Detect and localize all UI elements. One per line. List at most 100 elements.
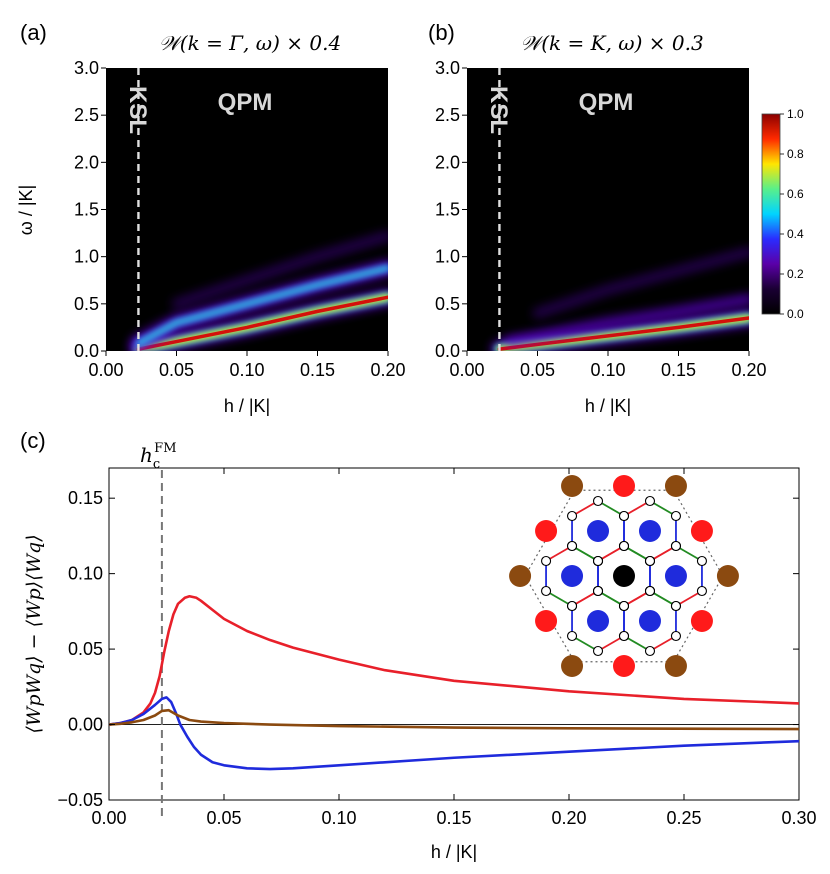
panel-c-plot-area: [108, 467, 800, 801]
lattice-site: [618, 510, 630, 522]
x-tick-label: 0.00: [449, 360, 484, 380]
lattice-site: [566, 510, 578, 522]
lattice-site: [644, 555, 656, 567]
lattice-site: [696, 555, 707, 567]
panel-b-title: 𝒲(k = K, ω) × 0.3: [520, 31, 703, 55]
panel-b-heatmap: (b) 𝒲(k = K, ω) × 0.3 KSL QPM 0.00 0.05 0.…: [428, 20, 767, 416]
series-brown: [109, 708, 799, 731]
band-core-lower: [497, 316, 749, 351]
x-tick-label: 0.25: [666, 808, 701, 828]
y-tick-label: 3.0: [74, 58, 99, 78]
x-tick-label: 0.30: [781, 808, 816, 828]
plaquette-dot: [509, 565, 532, 587]
plaquette-dot: [664, 565, 687, 587]
lattice-site: [644, 645, 656, 657]
plaquette-dot: [613, 655, 635, 677]
colorbar-tick-label: 1.0: [787, 107, 804, 121]
panel-c-series: [109, 594, 799, 771]
hc-main: h: [140, 443, 153, 467]
x-tick-label: 0.05: [520, 360, 555, 380]
lattice-site: [618, 540, 630, 552]
lattice-site: [670, 630, 682, 642]
plaquette-dot: [613, 475, 635, 497]
lattice-site: [696, 585, 707, 597]
y-tick-label: 0.0: [435, 341, 460, 361]
lattice-site: [541, 585, 552, 597]
y-tick-label: 3.0: [435, 58, 460, 78]
panel-c-hc-label: hcFM: [140, 441, 177, 472]
y-tick-label: 2.0: [435, 152, 460, 172]
y-tick-label: −0.05: [57, 790, 103, 810]
x-tick-label: 0.15: [300, 360, 335, 380]
y-tick-label: 0.00: [68, 715, 103, 735]
x-tick-label: 0.20: [370, 360, 405, 380]
colorbar-tick-label: 0.8: [787, 147, 804, 161]
colorbar: 0.0 0.2 0.4 0.6 0.8 1.0: [761, 107, 804, 321]
colorbar-tick-label: 0.6: [787, 187, 804, 201]
band-core-upper: [136, 266, 388, 345]
y-tick-label: 1.5: [435, 200, 460, 220]
y-tick-label: 2.5: [74, 105, 99, 125]
y-tick-label: 0.10: [68, 564, 103, 584]
lattice-site: [670, 600, 682, 612]
panel-c-y-axis: −0.05 0.00 0.05 0.10 0.15: [57, 488, 799, 810]
series-red: [109, 594, 799, 726]
panel-c-ylabel: ⟨WpWq⟩ − ⟨Wp⟩⟨Wq⟩: [23, 534, 45, 733]
panel-a-qpm-label: QPM: [218, 89, 273, 116]
lattice-site: [644, 585, 656, 597]
panel-b-bands: [491, 246, 749, 351]
series-blue: [109, 696, 799, 771]
hc-sup: FM: [154, 441, 176, 456]
plaquette-dot: [561, 475, 584, 497]
x-tick-label: 0.15: [436, 808, 471, 828]
plaquette-dot: [716, 565, 739, 587]
panel-a-ylabel: ω / |K|: [16, 185, 36, 235]
y-tick-label: 0.15: [68, 488, 103, 508]
colorbar-tick-label: 0.2: [787, 267, 804, 281]
y-tick-label: 1.0: [435, 247, 460, 267]
y-tick-label: 2.5: [435, 105, 460, 125]
x-tick-label: 0.05: [206, 808, 241, 828]
panel-c-xlabel: h / |K|: [431, 842, 477, 862]
y-tick-label: 0.05: [68, 639, 103, 659]
plaquette-dot: [587, 610, 610, 632]
panel-c-label: (c): [20, 428, 46, 453]
band-glow-faint: [532, 246, 749, 319]
panel-a-heatmap: (a) 𝒲(k = Γ, ω) × 0.4 KSL QPM 0.00 0.05 0.…: [16, 20, 406, 416]
y-tick-label: 0.5: [74, 294, 99, 314]
lattice-site: [618, 630, 630, 642]
panel-a-ksl-label: KSL: [124, 86, 151, 134]
plaquette-dot: [561, 565, 584, 587]
lattice-site: [670, 540, 682, 552]
panel-a-title: 𝒲(k = Γ, ω) × 0.4: [159, 31, 341, 55]
lattice-site: [566, 630, 578, 642]
hc-sub: c: [153, 457, 160, 472]
x-tick-label: 0.10: [590, 360, 625, 380]
x-tick-label: 0.20: [731, 360, 766, 380]
x-tick-label: 0.00: [88, 360, 123, 380]
panel-a-bands: [130, 230, 388, 351]
panel-a-label: (a): [20, 20, 47, 45]
colorbar-ticks: 0.0 0.2 0.4 0.6 0.8 1.0: [780, 107, 804, 321]
colorbar-gradient: [761, 113, 781, 315]
panel-b-y-axis: 0.0 0.5 1.0 1.5 2.0 2.5 3.0: [435, 58, 467, 361]
panel-a-y-axis: 0.0 0.5 1.0 1.5 2.0 2.5 3.0: [74, 58, 106, 361]
lattice-site: [592, 645, 604, 657]
colorbar-tick-label: 0.0: [787, 307, 804, 321]
y-tick-label: 2.0: [74, 152, 99, 172]
lattice-site: [592, 555, 604, 567]
y-tick-label: 1.5: [74, 200, 99, 220]
panel-b-label: (b): [428, 20, 455, 45]
lattice-site: [541, 555, 552, 567]
panel-a-x-axis: 0.00 0.05 0.10 0.15 0.20: [88, 351, 406, 380]
x-tick-label: 0.15: [661, 360, 696, 380]
x-tick-label: 0.10: [229, 360, 264, 380]
panel-b-qpm-label: QPM: [579, 89, 634, 116]
lattice-site: [670, 510, 682, 522]
plaquette-dot: [690, 520, 713, 542]
plaquette-dot: [664, 475, 687, 497]
plaquette-dot: [664, 655, 687, 677]
x-tick-label: 0.10: [321, 808, 356, 828]
y-tick-label: 0.0: [74, 341, 99, 361]
